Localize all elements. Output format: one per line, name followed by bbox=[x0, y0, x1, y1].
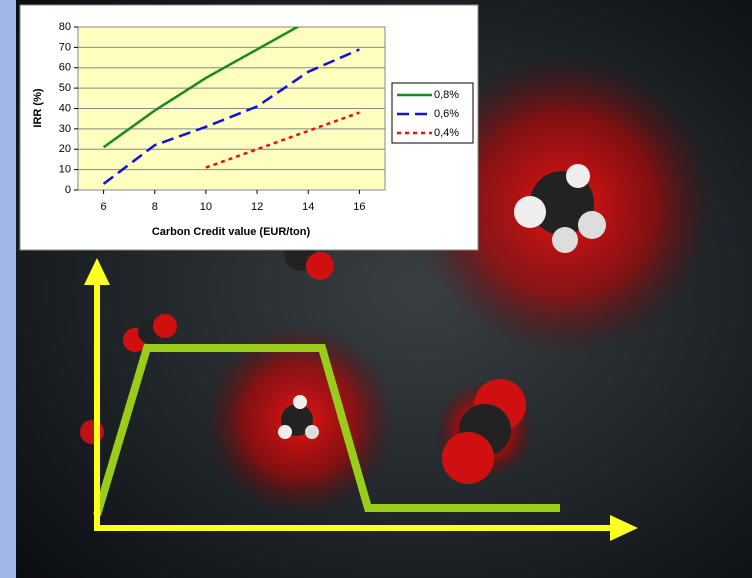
y-tick-label: 40 bbox=[59, 102, 71, 114]
y-tick-label: 30 bbox=[59, 123, 71, 135]
y-tick-label: 20 bbox=[59, 143, 71, 155]
x-tick-label: 10 bbox=[200, 201, 212, 213]
x-tick-label: 12 bbox=[251, 201, 263, 213]
y-tick-label: 50 bbox=[59, 82, 71, 94]
y-tick-label: 10 bbox=[59, 164, 71, 176]
legend-label: 0,4% bbox=[434, 127, 459, 139]
x-tick-label: 16 bbox=[353, 201, 365, 213]
y-axis-title: IRR (%) bbox=[32, 88, 44, 127]
y-tick-label: 80 bbox=[59, 21, 71, 33]
y-tick-label: 0 bbox=[65, 184, 71, 196]
x-tick-label: 14 bbox=[302, 201, 314, 213]
legend-label: 0,8% bbox=[434, 89, 459, 101]
x-tick-label: 8 bbox=[152, 201, 158, 213]
y-tick-label: 60 bbox=[59, 62, 71, 74]
screen: IRR (%) Carbon Credit value (EUR/ton) 0 1… bbox=[0, 0, 752, 578]
x-axis-title: Carbon Credit value (EUR/ton) bbox=[152, 226, 311, 238]
x-tick-label: 6 bbox=[101, 201, 107, 213]
y-tick-label: 70 bbox=[59, 41, 71, 53]
co2-molecule bbox=[80, 420, 104, 444]
legend-label: 0,6% bbox=[434, 108, 459, 120]
